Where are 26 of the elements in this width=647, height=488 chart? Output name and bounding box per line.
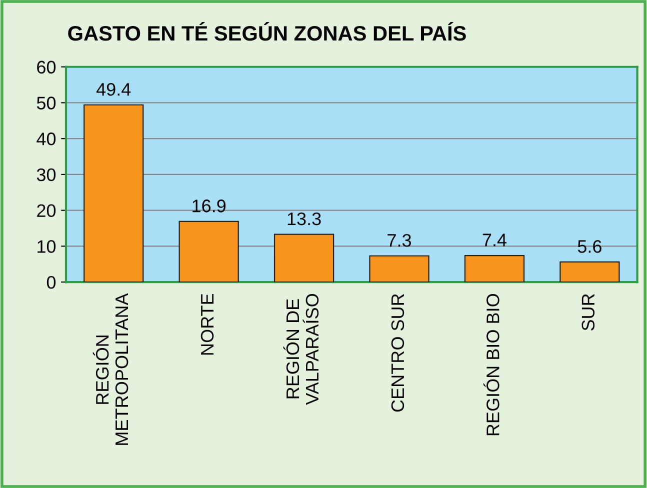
y-tick-label: 50 <box>36 96 56 110</box>
y-tick-label: 40 <box>36 132 56 146</box>
data-label: 49.4 <box>96 82 131 96</box>
x-tick-label: NORTE <box>200 294 214 355</box>
data-label: 7.4 <box>482 234 506 246</box>
x-tick-label: REGIÓN BIO BIO <box>483 294 500 436</box>
data-label: 13.3 <box>288 212 321 226</box>
bar <box>84 104 144 282</box>
x-tick-label: REGIÓN DE VALPARAÍSO <box>283 294 319 405</box>
chart-title: GASTO EN TÉ SEGÚN ZONAS DEL PAÍS <box>68 22 466 41</box>
bar <box>464 254 525 282</box>
y-tick-label: 30 <box>36 168 56 182</box>
data-label: 5.6 <box>578 240 602 253</box>
x-tick-label: CENTRO SUR <box>391 294 404 412</box>
bar <box>560 261 620 282</box>
y-tick-label: 60 <box>37 60 56 74</box>
x-tick-label: SUR <box>582 294 595 330</box>
bar <box>369 255 430 282</box>
y-tick-label: 20 <box>37 204 56 218</box>
y-tick-label: 10 <box>38 240 56 253</box>
data-label: 7.3 <box>388 234 412 247</box>
bar <box>178 220 239 282</box>
x-tick-label: REGIÓN METROPOLITANA <box>92 293 128 445</box>
bar <box>274 234 334 282</box>
y-tick-label: 0 <box>46 276 56 289</box>
data-label: 16.9 <box>192 200 226 212</box>
